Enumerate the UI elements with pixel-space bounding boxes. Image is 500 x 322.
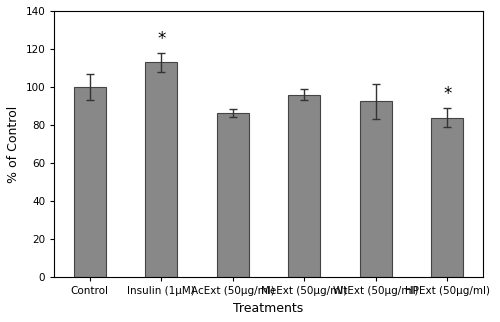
Text: *: * xyxy=(443,85,452,103)
X-axis label: Treatments: Treatments xyxy=(234,302,304,315)
Bar xyxy=(216,113,249,278)
Bar xyxy=(145,62,178,278)
Bar xyxy=(431,118,463,278)
Bar xyxy=(288,95,320,278)
Bar xyxy=(360,101,392,278)
Y-axis label: % of Control: % of Control xyxy=(7,106,20,183)
Text: *: * xyxy=(157,30,166,48)
Bar xyxy=(74,87,106,278)
